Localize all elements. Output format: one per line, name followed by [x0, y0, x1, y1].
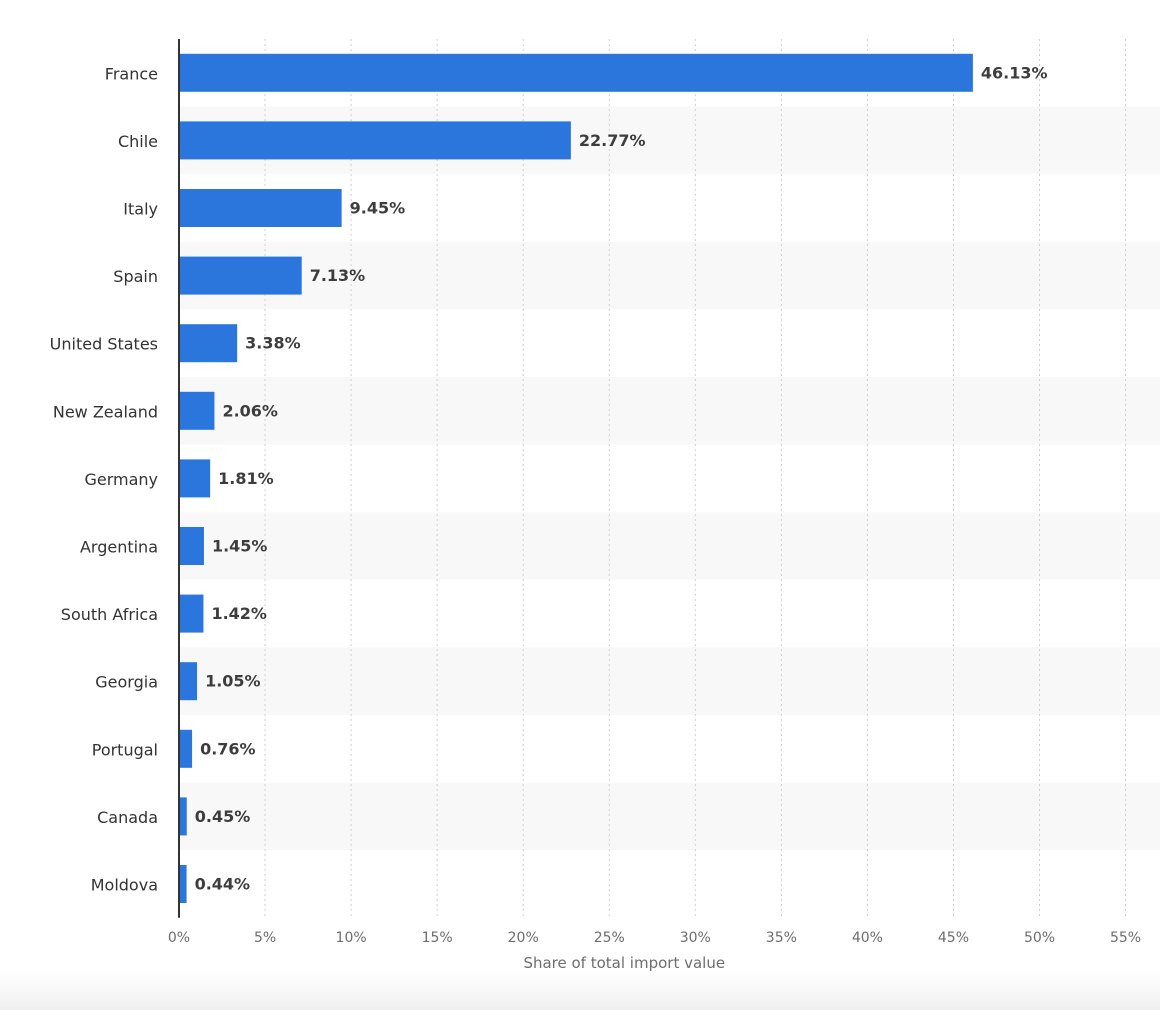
bars — [179, 53, 973, 903]
row-band — [179, 241, 1160, 310]
gridlines — [264, 39, 1127, 918]
value-label: 2.06% — [222, 401, 278, 420]
bar[interactable] — [179, 797, 187, 836]
category-label: Argentina — [80, 538, 158, 557]
bar[interactable] — [179, 391, 215, 430]
row-bands — [179, 106, 1160, 851]
category-label: Portugal — [92, 740, 158, 759]
bar[interactable] — [179, 53, 973, 92]
x-tick-label: 40% — [852, 930, 883, 946]
category-label: Moldova — [91, 876, 158, 895]
x-tick-label: 0% — [168, 930, 190, 946]
x-tick-label: 5% — [254, 930, 276, 946]
row-band — [179, 377, 1160, 445]
value-label: 9.45% — [350, 199, 406, 218]
x-tick-label: 25% — [594, 930, 625, 946]
x-tick-labels: 0% 5% 10% 15% 20% 25% 30% 35% 40% 45% 50% 55% — [168, 930, 1141, 946]
bar[interactable] — [179, 594, 204, 633]
value-label: 46.13% — [981, 63, 1048, 82]
x-tick-label: 15% — [422, 930, 453, 946]
x-axis-title: Share of total import value — [523, 954, 725, 972]
category-label: Italy — [123, 200, 158, 219]
bar[interactable] — [179, 729, 193, 768]
x-tick-label: 10% — [336, 930, 367, 946]
x-tick-label: 20% — [508, 930, 539, 946]
bar[interactable] — [179, 121, 571, 160]
bar[interactable] — [179, 865, 187, 903]
bar[interactable] — [179, 256, 302, 295]
bar[interactable] — [179, 662, 198, 701]
bar[interactable] — [179, 459, 211, 498]
category-label: New Zealand — [53, 402, 158, 421]
value-label: 22.77% — [579, 131, 646, 150]
row-band — [179, 512, 1160, 580]
category-label: Spain — [113, 267, 158, 286]
row-band — [179, 647, 1160, 715]
x-tick-label: 30% — [680, 930, 711, 946]
category-label: Canada — [97, 808, 158, 827]
value-label: 0.45% — [195, 807, 251, 826]
bar[interactable] — [179, 324, 238, 363]
category-label: France — [105, 64, 158, 83]
x-tick-label: 50% — [1024, 930, 1055, 946]
x-tick-label: 45% — [938, 930, 969, 946]
x-tick-label: 55% — [1110, 930, 1141, 946]
bar[interactable] — [179, 189, 342, 227]
value-label: 1.45% — [212, 537, 268, 556]
category-label: Chile — [118, 132, 158, 151]
value-label: 3.38% — [245, 334, 301, 353]
value-labels: 46.13% 22.77% 9.45% 7.13% 3.38% 2.06% 1.81% 1.4… — [195, 63, 1048, 893]
value-label: 1.81% — [218, 469, 274, 488]
category-label: United States — [50, 335, 158, 354]
category-label: Germany — [84, 470, 158, 489]
row-band — [179, 782, 1160, 851]
value-label: 0.76% — [200, 739, 256, 758]
x-tick-label: 35% — [766, 930, 797, 946]
value-label: 1.05% — [205, 672, 261, 691]
value-label: 7.13% — [310, 266, 366, 285]
category-labels: France Chile Italy Spain United States New Ze… — [50, 64, 158, 894]
value-label: 0.44% — [195, 875, 251, 894]
category-label: Georgia — [95, 673, 158, 692]
value-label: 1.42% — [211, 604, 267, 623]
bar[interactable] — [179, 527, 204, 565]
category-label: South Africa — [61, 605, 158, 624]
